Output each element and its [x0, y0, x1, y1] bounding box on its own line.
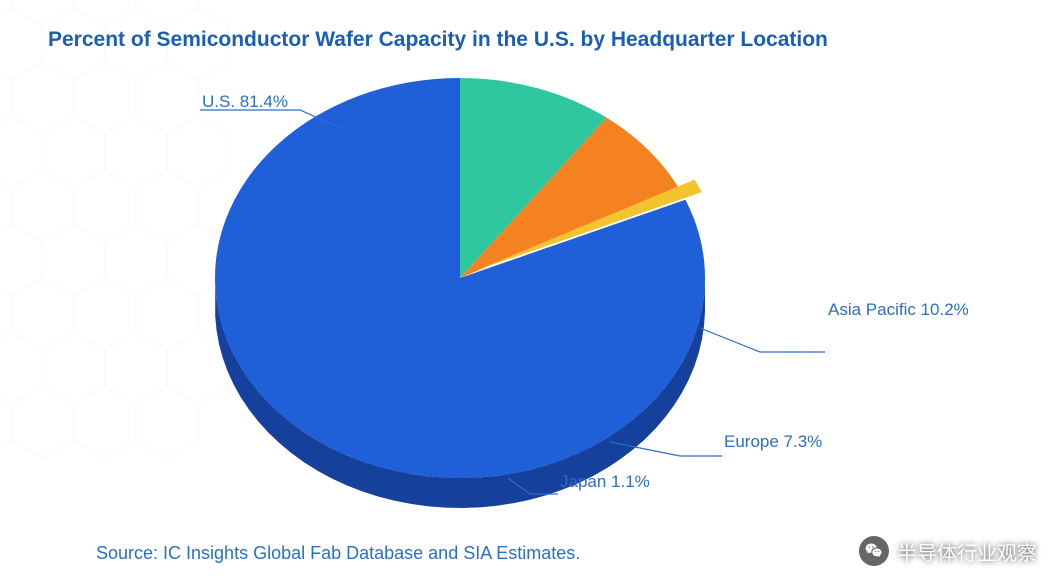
pie-chart — [0, 0, 1051, 586]
slice-label-japan: Japan 1.1% — [560, 472, 650, 492]
slice-label-u-s-: U.S. 81.4% — [202, 92, 288, 112]
slice-label-asia-pacific: Asia Pacific 10.2% — [828, 300, 969, 320]
source-text: Source: IC Insights Global Fab Database … — [96, 543, 580, 564]
slice-label-europe: Europe 7.3% — [724, 432, 822, 452]
